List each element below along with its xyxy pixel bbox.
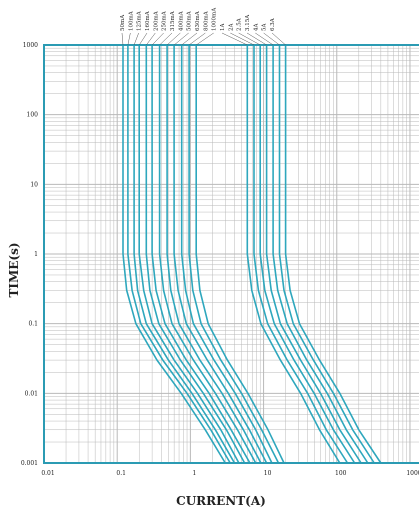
fuse-curve-6.3A (284, 45, 382, 464)
fuse-curve-5A (278, 45, 375, 464)
rating-label: 315mA (170, 10, 176, 31)
y-axis-label: TIME(s) (7, 242, 21, 297)
rating-leader-line (139, 32, 148, 46)
fuse-curve-50mA (122, 45, 226, 464)
x-tick-label: 10 (264, 470, 272, 477)
rating-leader-line (173, 32, 189, 46)
rating-label-layer: 50mA 100mA 125mA 160mA 200mA 250mA 315mA 400mA 5… (120, 7, 286, 46)
y-tick-label: 0.1 (28, 321, 38, 328)
fuse-curve-800mA (188, 45, 280, 464)
rating-label: 160mA (145, 10, 151, 31)
rating-leader-line (246, 32, 267, 46)
fuse-curve-4A (272, 45, 369, 464)
fuse-curve-400mA (166, 45, 262, 464)
rating-label: 100mA (128, 10, 134, 31)
rating-label: 2A (228, 23, 234, 31)
rating-label: 800mA (203, 10, 209, 31)
fuse-curve-125mA (133, 45, 236, 464)
tick-label-layer: 0.010.1110100100010001001010.10.010.001 (21, 42, 419, 477)
fuse-curve-250mA (151, 45, 251, 464)
y-tick-label: 10 (30, 181, 38, 188)
rating-leader-line (255, 32, 274, 46)
y-tick-label: 0.001 (21, 460, 38, 467)
rating-label: 3.15A (245, 14, 251, 31)
rating-leader-line (188, 32, 206, 46)
rating-label: 1A (220, 23, 226, 31)
fuse-curve-1A (246, 45, 341, 464)
fuse-curve-200mA (145, 45, 246, 464)
rating-leader-line (159, 32, 173, 46)
y-tick-label: 100 (27, 112, 39, 119)
rating-leader-line (151, 32, 164, 46)
rating-label: 6.3A (270, 17, 276, 31)
fuse-curve-2A (253, 45, 349, 464)
fuse-curve-2.5A (259, 45, 356, 464)
rating-label: 200mA (153, 10, 159, 31)
fuse-curve-630mA (180, 45, 273, 464)
y-tick-label: 0.01 (25, 390, 38, 397)
x-axis-label: CURRENT(A) (176, 494, 266, 508)
rating-leader-line (263, 32, 280, 46)
fuse-curve-160mA (138, 45, 240, 464)
rating-leader-line (181, 32, 198, 46)
rating-label: 1000mA (212, 7, 218, 31)
y-tick-label: 1000 (23, 42, 38, 49)
x-tick-label: 0.01 (41, 470, 54, 477)
rating-label: 400mA (178, 10, 184, 31)
rating-leader-line (221, 32, 248, 46)
curve-layer (122, 45, 382, 464)
plot-frame (43, 44, 419, 464)
rating-leader-line (121, 32, 124, 46)
rating-label: 5A (262, 23, 268, 31)
rating-leader-line (196, 32, 214, 46)
rating-leader-line (230, 32, 255, 46)
x-tick-label: 1000 (406, 470, 419, 477)
rating-leader-line (127, 32, 131, 46)
fuse-curve-3.15A (265, 45, 362, 464)
rating-leader-line (271, 32, 286, 46)
rating-label: 500mA (187, 10, 193, 31)
x-tick-label: 1 (192, 470, 196, 477)
rating-leader-line (238, 32, 261, 46)
y-tick-label: 1 (34, 251, 38, 258)
rating-label: 630mA (195, 10, 201, 31)
fuse-curve-1000mA (195, 45, 285, 464)
rating-leader-line (166, 32, 181, 46)
rating-leader-line (133, 32, 139, 46)
rating-label: 50mA (120, 14, 126, 31)
x-tick-label: 0.1 (116, 470, 126, 477)
fuse-curve-500mA (173, 45, 268, 464)
rating-label: 4A (253, 23, 259, 31)
fuse-curve-100mA (127, 45, 231, 464)
rating-label: 250mA (162, 10, 168, 31)
rating-label: 125mA (137, 10, 143, 31)
x-tick-label: 100 (335, 470, 347, 477)
rating-leader-line (146, 32, 156, 46)
fuse-curve-315mA (158, 45, 257, 464)
rating-label: 2.5A (237, 17, 243, 31)
